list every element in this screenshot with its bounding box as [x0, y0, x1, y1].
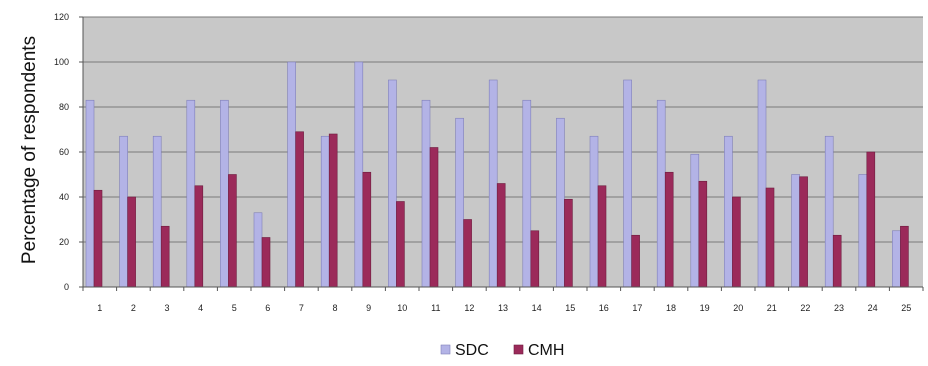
- x-tick-label: 3: [164, 303, 169, 313]
- bar-sdc-18: [656, 99, 666, 288]
- x-tick-label: 4: [198, 303, 203, 313]
- y-tick-labels: 0 20 40 60 80 100 120: [54, 12, 69, 292]
- x-tick-label: 24: [868, 303, 878, 313]
- legend-label-cmh: CMH: [528, 342, 564, 359]
- bar-sdc-12: [455, 117, 464, 288]
- bars: [85, 61, 909, 288]
- bar-sdc-3: [152, 135, 162, 288]
- bar-cmh-21: [765, 187, 775, 288]
- y-tick-label: 0: [64, 282, 69, 292]
- x-tick-label: 10: [397, 303, 407, 313]
- bar-sdc-13: [488, 79, 498, 288]
- bar-sdc-4: [186, 99, 196, 288]
- x-tick-label: 16: [599, 303, 609, 313]
- bar-sdc-9: [354, 61, 364, 288]
- bar-sdc-20: [724, 135, 733, 288]
- x-tick-label: 12: [464, 303, 474, 313]
- y-tick-label: 100: [54, 57, 69, 67]
- bar-sdc-2: [119, 135, 128, 288]
- bar-cmh-14: [530, 230, 540, 288]
- bar-cmh-22: [799, 176, 808, 288]
- bar-sdc-14: [522, 99, 532, 288]
- bar-cmh-4: [194, 185, 204, 288]
- bar-sdc-23: [824, 135, 834, 288]
- y-tick-label: 40: [59, 192, 69, 202]
- bar-sdc-5: [220, 99, 229, 288]
- y-tick-label: 120: [54, 12, 69, 22]
- bar-cmh-23: [832, 234, 842, 288]
- legend-swatch-sdc: [440, 344, 451, 355]
- x-tick-label: 9: [366, 303, 371, 313]
- bar-cmh-5: [228, 174, 237, 288]
- bar-cmh-13: [496, 183, 506, 288]
- x-tick-label: 1: [97, 303, 102, 313]
- x-tick-label: 8: [332, 303, 337, 313]
- x-tick-label: 25: [901, 303, 911, 313]
- bar-sdc-25: [892, 230, 901, 288]
- bar-cmh-17: [631, 234, 640, 288]
- x-tick-label: 14: [532, 303, 542, 313]
- x-tick-label: 11: [431, 303, 440, 313]
- x-tick-labels: 1 2 3 4 5 6 7 8 9 10 11 12 13 14 15 16 17 18 19 20 21 22 23 24 2…: [97, 303, 911, 313]
- bar-cmh-19: [698, 180, 708, 288]
- x-tick-label: 23: [834, 303, 844, 313]
- bar-cmh-9: [362, 171, 372, 288]
- bar-cmh-2: [127, 196, 136, 288]
- bar-sdc-24: [858, 174, 868, 288]
- bar-sdc-8: [320, 135, 330, 288]
- x-tick-label: 18: [666, 303, 676, 313]
- bar-sdc-17: [623, 79, 632, 288]
- bar-cmh-6: [261, 237, 271, 288]
- bar-cmh-24: [866, 151, 876, 288]
- bar-sdc-10: [388, 79, 397, 288]
- bar-cmh-12: [463, 219, 472, 288]
- x-tick-label: 6: [265, 303, 270, 313]
- x-tick-label: 22: [800, 303, 810, 313]
- bar-cmh-25: [900, 225, 909, 288]
- legend-swatch-cmh: [513, 344, 524, 355]
- bar-cmh-16: [597, 185, 607, 288]
- bar-cmh-11: [429, 147, 439, 288]
- bar-sdc-21: [757, 79, 767, 288]
- bar-cmh-15: [564, 198, 573, 288]
- y-tick-label: 20: [59, 237, 69, 247]
- y-tick-label: 60: [59, 147, 69, 157]
- bar-cmh-1: [93, 189, 103, 288]
- legend-label-sdc: SDC: [455, 342, 489, 359]
- bar-cmh-8: [328, 133, 338, 288]
- x-tick-label: 2: [131, 303, 136, 313]
- axes: [79, 16, 924, 291]
- bar-sdc-11: [421, 99, 431, 288]
- bar-cmh-3: [160, 225, 170, 288]
- x-tick-label: 7: [299, 303, 304, 313]
- x-tick-label: 5: [232, 303, 237, 313]
- bar-cmh-10: [396, 201, 405, 288]
- x-tick-label: 15: [565, 303, 575, 313]
- legend: SDC CMH: [440, 342, 564, 359]
- x-tick-label: 21: [767, 303, 777, 313]
- bar-sdc-15: [556, 117, 565, 288]
- bar-sdc-6: [253, 212, 263, 288]
- bar-cmh-18: [664, 171, 674, 288]
- bar-cmh-20: [732, 196, 741, 288]
- bar-sdc-22: [791, 174, 800, 288]
- bar-sdc-1: [85, 99, 95, 288]
- x-tick-label: 17: [632, 303, 642, 313]
- y-axis-label: Percentage of respondents: [19, 36, 40, 264]
- bar-cmh-7: [295, 131, 304, 288]
- x-tick-label: 13: [498, 303, 508, 313]
- bar-sdc-7: [287, 61, 296, 288]
- bar-sdc-16: [589, 135, 599, 288]
- x-tick-label: 20: [733, 303, 743, 313]
- bar-sdc-19: [690, 153, 700, 288]
- y-tick-label: 80: [59, 102, 69, 112]
- x-tick-label: 19: [700, 303, 710, 313]
